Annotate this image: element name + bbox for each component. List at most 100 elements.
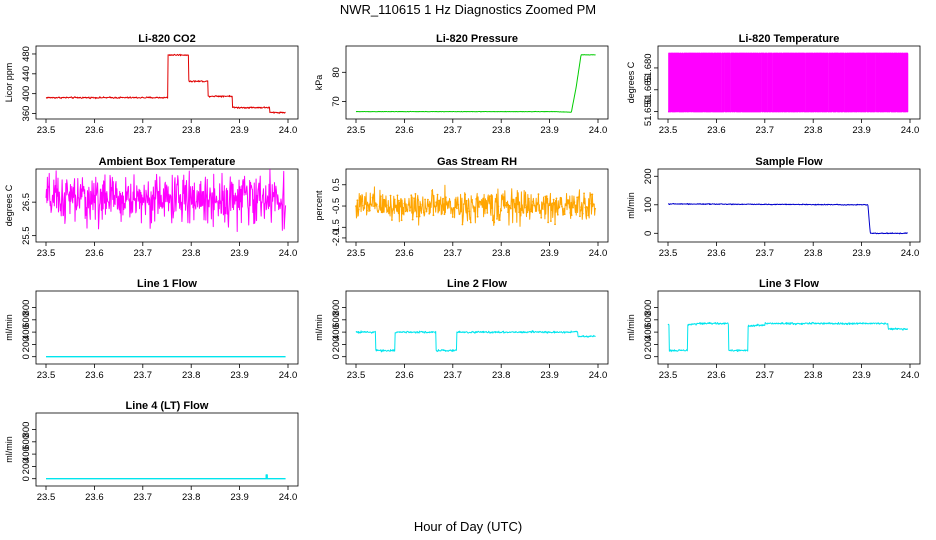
plot-frame bbox=[35, 290, 299, 365]
data-point bbox=[491, 219, 494, 222]
x-tick-label: 23.8 bbox=[182, 492, 201, 503]
data-point bbox=[471, 199, 473, 201]
data-point bbox=[414, 192, 417, 195]
data-point bbox=[567, 199, 570, 202]
x-tick-label: 24.0 bbox=[589, 248, 608, 259]
data-point bbox=[425, 210, 428, 213]
data-point bbox=[508, 204, 511, 207]
y-tick-label: 51.650 bbox=[643, 97, 654, 126]
x-tick-label: 23.7 bbox=[444, 370, 463, 381]
data-point bbox=[489, 195, 491, 198]
x-tick-label: 24.0 bbox=[279, 248, 298, 259]
data-point bbox=[384, 199, 386, 202]
y-tick-label: 70 bbox=[331, 96, 342, 107]
y-axis-label: ml/min bbox=[626, 314, 636, 341]
data-point bbox=[537, 193, 540, 196]
data-point bbox=[480, 199, 483, 201]
data-point bbox=[356, 199, 359, 202]
x-tick-label: 23.9 bbox=[230, 248, 249, 259]
series-line bbox=[45, 169, 287, 232]
panel-title: Sample Flow bbox=[755, 156, 823, 168]
data-point bbox=[572, 206, 574, 209]
data-point bbox=[530, 210, 533, 213]
y-tick-label: 0 bbox=[21, 476, 32, 481]
x-tick-label: 23.5 bbox=[659, 248, 678, 259]
data-point bbox=[532, 200, 534, 203]
y-tick-label: 0.5 bbox=[331, 178, 342, 191]
data-point bbox=[391, 219, 393, 221]
data-point bbox=[392, 208, 395, 211]
x-tick-label: 23.6 bbox=[707, 125, 726, 136]
plot-frame bbox=[345, 290, 609, 365]
data-point bbox=[561, 205, 563, 208]
y-tick-label: 360 bbox=[21, 106, 32, 122]
x-tick-label: 23.6 bbox=[85, 370, 104, 381]
data-point bbox=[483, 205, 486, 208]
data-point bbox=[456, 207, 458, 210]
x-tick-label: 23.8 bbox=[492, 370, 511, 381]
y-tick-label: 200 bbox=[643, 168, 654, 184]
x-tick-label: 23.6 bbox=[85, 248, 104, 259]
y-tick-label: 800 bbox=[21, 422, 32, 438]
y-tick-label: 0 bbox=[331, 354, 342, 359]
data-point bbox=[374, 203, 377, 206]
x-tick-label: 24.0 bbox=[589, 370, 608, 381]
data-point bbox=[467, 207, 469, 210]
data-point bbox=[386, 210, 389, 213]
y-tick-label: 400 bbox=[21, 446, 32, 462]
data-point bbox=[527, 197, 530, 200]
data-point bbox=[585, 205, 588, 208]
plot-frame bbox=[345, 45, 609, 120]
data-point bbox=[540, 216, 543, 219]
data-point bbox=[502, 196, 505, 199]
panel: Line 2 Flow 23.5 23.6 23.7 23.8 23.9 24.0 0 2004… bbox=[314, 278, 609, 381]
data-point bbox=[402, 212, 404, 215]
data-point bbox=[413, 197, 415, 200]
data-point bbox=[469, 221, 472, 224]
data-point bbox=[556, 213, 559, 216]
data-point bbox=[468, 210, 471, 213]
y-tick-label: 100 bbox=[643, 197, 654, 213]
data-point bbox=[366, 209, 368, 212]
data-point bbox=[379, 195, 382, 198]
y-tick-label: 600 bbox=[331, 312, 342, 328]
data-point bbox=[579, 215, 581, 218]
x-tick-label: 23.5 bbox=[347, 248, 366, 259]
data-point bbox=[364, 200, 367, 203]
data-point bbox=[594, 207, 597, 210]
x-tick-label: 24.0 bbox=[279, 125, 298, 136]
x-tick-label: 24.0 bbox=[901, 248, 920, 259]
y-tick-label: 800 bbox=[331, 300, 342, 316]
y-axis-label: ml/min bbox=[314, 314, 324, 341]
plot-frame bbox=[35, 168, 299, 243]
data-point bbox=[577, 196, 580, 199]
data-point bbox=[465, 199, 468, 202]
data-point bbox=[461, 223, 464, 226]
y-tick-label: 800 bbox=[643, 300, 654, 316]
data-point bbox=[565, 204, 567, 207]
data-point bbox=[433, 205, 436, 208]
data-point bbox=[493, 221, 496, 224]
data-point bbox=[533, 204, 536, 207]
data-point bbox=[476, 215, 479, 218]
data-point bbox=[389, 194, 392, 197]
data-point bbox=[534, 210, 537, 212]
panel-title: Ambient Box Temperature bbox=[99, 156, 236, 168]
x-tick-label: 24.0 bbox=[279, 370, 298, 381]
y-axis-label: ml/min bbox=[4, 436, 14, 463]
data-point bbox=[458, 212, 461, 215]
y-axis-label: degrees C bbox=[4, 184, 14, 226]
data-point bbox=[551, 202, 554, 205]
y-tick-label: 480 bbox=[21, 46, 32, 62]
chart-panels: Li-820 CO2 23.5 23.6 23.7 23.8 23.9 24.0 360 400… bbox=[4, 33, 921, 503]
y-tick-label: 80 bbox=[331, 67, 342, 78]
panel-title: Line 2 Flow bbox=[447, 278, 507, 290]
x-tick-label: 23.8 bbox=[804, 370, 823, 381]
x-tick-label: 23.8 bbox=[804, 125, 823, 136]
data-point bbox=[450, 207, 453, 210]
data-point bbox=[529, 210, 532, 213]
panel: Sample Flow 23.5 23.6 23.7 23.8 23.9 24.0 0 100 2… bbox=[626, 156, 921, 259]
data-point bbox=[444, 196, 447, 199]
plot-frame bbox=[35, 45, 299, 120]
